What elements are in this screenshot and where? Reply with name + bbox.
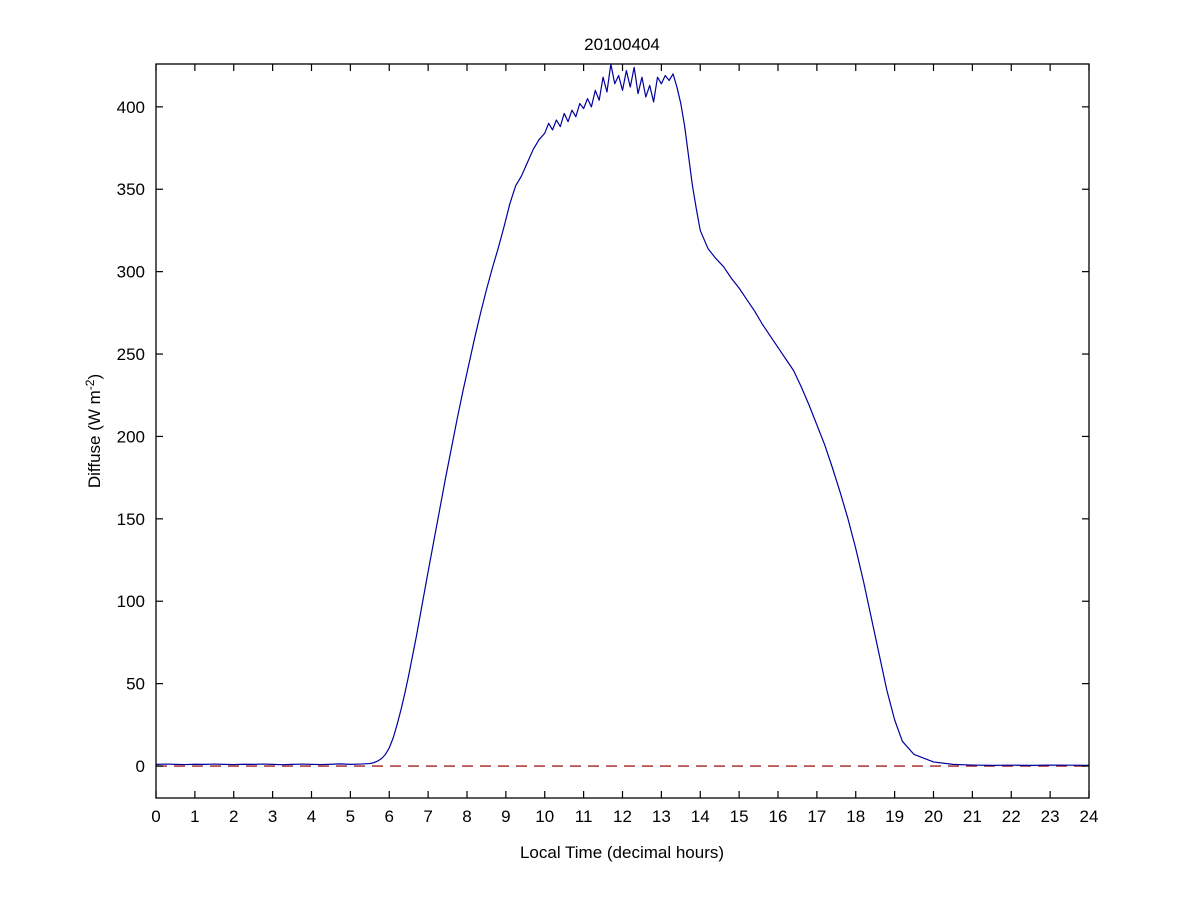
x-tick-label: 17	[807, 807, 826, 826]
y-tick-label: 350	[117, 180, 145, 199]
x-tick-label: 22	[1002, 807, 1021, 826]
x-tick-label: 10	[535, 807, 554, 826]
y-axis-label-tail: )	[85, 374, 104, 380]
y-axis-label-exponent: -2	[83, 379, 97, 390]
x-tick-label: 15	[730, 807, 749, 826]
x-tick-label: 18	[846, 807, 865, 826]
x-tick-label: 16	[769, 807, 788, 826]
series-line-0	[155, 63, 1090, 766]
y-axis-label-base: Diffuse (W m	[85, 390, 104, 488]
y-tick-label: 250	[117, 345, 145, 364]
x-tick-label: 14	[691, 807, 710, 826]
x-tick-label: 6	[385, 807, 394, 826]
x-axis-label: Local Time (decimal hours)	[520, 843, 724, 862]
x-tick-label: 21	[963, 807, 982, 826]
x-tick-label: 3	[268, 807, 277, 826]
x-tick-label: 9	[501, 807, 510, 826]
y-tick-label: 0	[136, 757, 145, 776]
x-tick-label: 12	[613, 807, 632, 826]
y-tick-label: 100	[117, 592, 145, 611]
y-tick-label: 50	[126, 675, 145, 694]
x-tick-label: 8	[462, 807, 471, 826]
y-axis-label: Diffuse (W m-2)	[83, 374, 104, 488]
x-tick-label: 20	[924, 807, 943, 826]
x-tick-label: 0	[151, 807, 160, 826]
x-tick-label: 2	[229, 807, 238, 826]
y-axis-ticks: 0 50 100 150 200 250 300 350 400	[117, 98, 1089, 776]
x-tick-label: 11	[575, 807, 593, 826]
x-tick-label: 23	[1041, 807, 1060, 826]
x-tick-label: 1	[190, 807, 199, 826]
chart-title: 20100404	[584, 35, 660, 54]
x-axis-ticks: 0 1 2 3 4 5 6 7 8 9 10 11 12 13 14 15 16 17 18 19 20 21 22 23 24	[151, 64, 1098, 826]
plot-background	[156, 64, 1089, 798]
x-tick-label: 5	[346, 807, 355, 826]
x-tick-label: 7	[423, 807, 432, 826]
x-tick-label: 19	[885, 807, 904, 826]
y-tick-label: 300	[117, 263, 145, 282]
y-tick-label: 400	[117, 98, 145, 117]
y-tick-label: 150	[117, 510, 145, 529]
x-tick-label: 24	[1080, 807, 1099, 826]
y-tick-label: 200	[117, 427, 145, 446]
svg-text:Diffuse (W m-2): Diffuse (W m-2)	[83, 374, 104, 488]
data-series-group	[155, 63, 1090, 766]
x-tick-label: 13	[652, 807, 671, 826]
x-tick-label: 4	[307, 807, 316, 826]
